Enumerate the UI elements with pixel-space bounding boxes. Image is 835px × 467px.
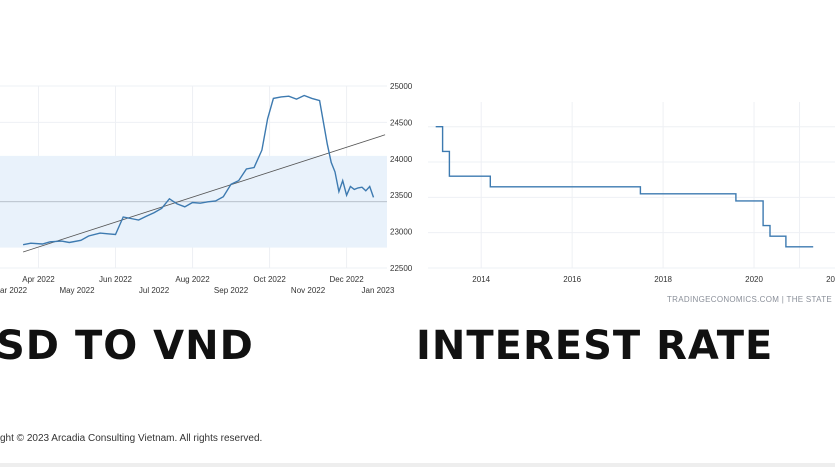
- usd-vnd-series-line: [22, 94, 375, 246]
- usd-vnd-x-tick-label: Nov 2022: [291, 286, 326, 295]
- usd-vnd-y-tick-label: 24000: [390, 155, 413, 164]
- usd-vnd-x-tick-label: Apr 2022: [22, 275, 55, 284]
- usd-vnd-x-tick-label: Jun 2022: [99, 275, 132, 284]
- copyright-notice: ght © 2023 Arcadia Consulting Vietnam. A…: [0, 433, 263, 444]
- source-note: TRADINGECONOMICS.COM | THE STATE BANK O: [667, 295, 835, 304]
- usd-vnd-trend-line: [22, 134, 386, 253]
- interest-rate-x-tick-label: 2014: [472, 275, 490, 284]
- interest-rate-x-axis: 2014 2016 2018 2020 2021: [472, 275, 835, 284]
- interest-rate-x-tick-label: 2021: [826, 275, 835, 284]
- usd-vnd-x-tick-label: Dec 2022: [329, 275, 364, 284]
- usd-vnd-title: SD TO VND: [0, 323, 254, 369]
- interest-rate-x-tick-label: 2016: [563, 275, 581, 284]
- usd-vnd-y-tick-label: 23000: [390, 228, 413, 237]
- usd-vnd-y-tick-label: 22500: [390, 264, 413, 273]
- interest-rate-series-line: [435, 126, 814, 248]
- usd-vnd-y-tick-label: 25000: [390, 82, 413, 91]
- usd-vnd-x-tick-label: May 2022: [59, 286, 95, 295]
- interest-rate-x-tick-label: 2020: [745, 275, 763, 284]
- interest-rate-grid: [428, 102, 835, 269]
- interest-rate-x-tick-label: 2018: [654, 275, 672, 284]
- bottom-bar: [0, 463, 835, 467]
- usd-vnd-x-tick-label: Aug 2022: [175, 275, 210, 284]
- usd-vnd-x-axis: Apr 2022 Jun 2022 Aug 2022 Oct 2022 Dec 2022…: [0, 275, 395, 295]
- interest-rate-title: INTEREST RATE: [416, 323, 774, 369]
- usd-vnd-y-axis: 22500 23000 23500 24000 24500 25000: [390, 82, 413, 273]
- usd-vnd-x-tick-label: ar 2022: [0, 286, 28, 295]
- usd-vnd-y-tick-label: 24500: [390, 118, 413, 127]
- usd-vnd-x-tick-label: Jul 2022: [139, 286, 170, 295]
- interest-rate-chart: 2014 2016 2018 2020 2021: [428, 102, 835, 284]
- usd-vnd-x-tick-label: Jan 2023: [362, 286, 395, 295]
- usd-vnd-y-tick-label: 23500: [390, 191, 413, 200]
- usd-vnd-x-tick-label: Sep 2022: [214, 286, 249, 295]
- usd-vnd-chart: 22500 23000 23500 24000 24500 25000 Apr 2022 J…: [0, 82, 413, 295]
- usd-vnd-x-tick-label: Oct 2022: [253, 275, 286, 284]
